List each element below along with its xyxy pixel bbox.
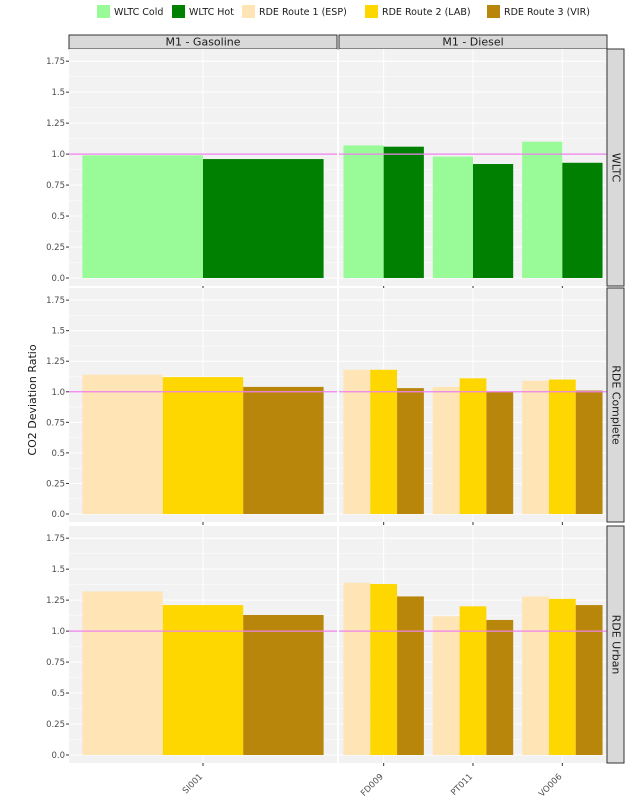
bar (383, 146, 424, 278)
row-strip (606, 48, 625, 287)
panel: 0.0 0.25 0.5 0.75 1.0 1.25 1.5 1.75 (46, 288, 337, 525)
y-tick-label: 1.0 (51, 388, 65, 398)
bar (473, 164, 514, 278)
column-strip-label: M1 - Diesel (442, 36, 503, 49)
y-tick-label: 0.0 (51, 751, 65, 761)
bar (522, 380, 549, 514)
bar (522, 141, 563, 278)
row-strip-label: WLTC (610, 153, 623, 183)
x-tick-label: PT011 (449, 772, 475, 798)
bar (82, 591, 163, 755)
y-tick-label: 0.75 (46, 181, 65, 191)
row-strip (606, 525, 625, 764)
bar (562, 162, 603, 278)
legend-swatch (242, 5, 255, 18)
legend-swatch (97, 5, 110, 18)
bar (162, 605, 244, 755)
bar (203, 159, 324, 278)
x-tick-label: FD009 (359, 772, 386, 799)
panel: 0.0 0.25 0.5 0.75 1.0 1.25 1.5 1.75 (46, 49, 337, 289)
bar (432, 156, 473, 278)
y-tick-label: 1.25 (46, 119, 65, 129)
x-tick-label: VO006 (537, 772, 564, 799)
bar (162, 377, 244, 514)
y-tick-label: 1.75 (46, 57, 65, 67)
y-tick-label: 1.25 (46, 596, 65, 606)
bar (486, 391, 514, 514)
x-tick-label: SI001 (181, 772, 205, 796)
panels: 0.00.250.50.751.01.251.51.750.00.250.50.… (46, 49, 607, 799)
bar (82, 155, 203, 278)
y-tick-label: 0.25 (46, 479, 65, 489)
y-tick-label: 0.5 (51, 212, 65, 222)
bar (548, 379, 576, 514)
legend-label: WLTC Hot (189, 7, 234, 18)
y-tick-label: 1.0 (51, 627, 65, 637)
y-tick-label: 1.75 (46, 296, 65, 306)
y-tick-label: 1.5 (51, 565, 65, 575)
y-tick-label: 1.0 (51, 150, 65, 160)
y-tick-label: 1.25 (46, 357, 65, 367)
y-tick-label: 0.75 (46, 658, 65, 668)
bar (575, 390, 603, 514)
y-tick-label: 0.0 (51, 510, 65, 520)
bar (82, 374, 163, 514)
row-strips: WLTC RDE Complete RDE Urban (606, 48, 625, 764)
bar (343, 582, 371, 755)
panel: SI001 0.0 0.25 0.5 0.75 1.0 1.25 1.5 1.75 (46, 526, 337, 796)
legend-label: WLTC Cold (114, 7, 163, 18)
y-tick-label: 1.5 (51, 327, 65, 337)
bar (343, 145, 384, 278)
y-tick-label: 0.25 (46, 243, 65, 253)
y-tick-label: 0.75 (46, 418, 65, 428)
bar (397, 596, 424, 755)
column-strip-label: M1 - Gasoline (165, 36, 240, 49)
y-tick-label: 1.5 (51, 88, 65, 98)
legend-label: RDE Route 3 (VIR) (504, 7, 590, 18)
bar (370, 584, 398, 755)
bar (459, 378, 487, 514)
legend-label: RDE Route 1 (ESP) (259, 7, 347, 18)
panel (339, 288, 607, 525)
y-tick-label: 1.75 (46, 534, 65, 544)
bar (243, 615, 324, 755)
row-strip-label: RDE Urban (610, 615, 623, 675)
bar (432, 616, 460, 755)
legend-swatch (487, 5, 500, 18)
bar (522, 596, 549, 755)
y-axis-title: CO2 Deviation Ratio (26, 344, 39, 455)
row-strip-label: RDE Complete (610, 365, 623, 445)
y-tick-label: 0.5 (51, 689, 65, 699)
y-tick-label: 0.5 (51, 449, 65, 459)
bar (548, 598, 576, 755)
legend-swatch (365, 5, 378, 18)
y-tick-label: 0.25 (46, 720, 65, 730)
panel: FD009 PT011 VO006 (339, 526, 607, 799)
bar (397, 388, 424, 514)
bar (343, 369, 371, 514)
bar (370, 369, 398, 514)
bar (243, 386, 324, 514)
bar (432, 386, 460, 514)
legend: WLTC Cold WLTC Hot RDE Route 1 (ESP) RDE Ro… (97, 5, 590, 18)
panel (339, 49, 607, 289)
bar (459, 606, 487, 755)
bar (575, 605, 603, 755)
y-tick-label: 0.0 (51, 274, 65, 284)
legend-label: RDE Route 2 (LAB) (382, 7, 471, 18)
column-strips: M1 - Gasoline M1 - Diesel (68, 34, 608, 50)
row-strip (606, 287, 625, 523)
bar (486, 619, 514, 755)
legend-swatch (172, 5, 185, 18)
